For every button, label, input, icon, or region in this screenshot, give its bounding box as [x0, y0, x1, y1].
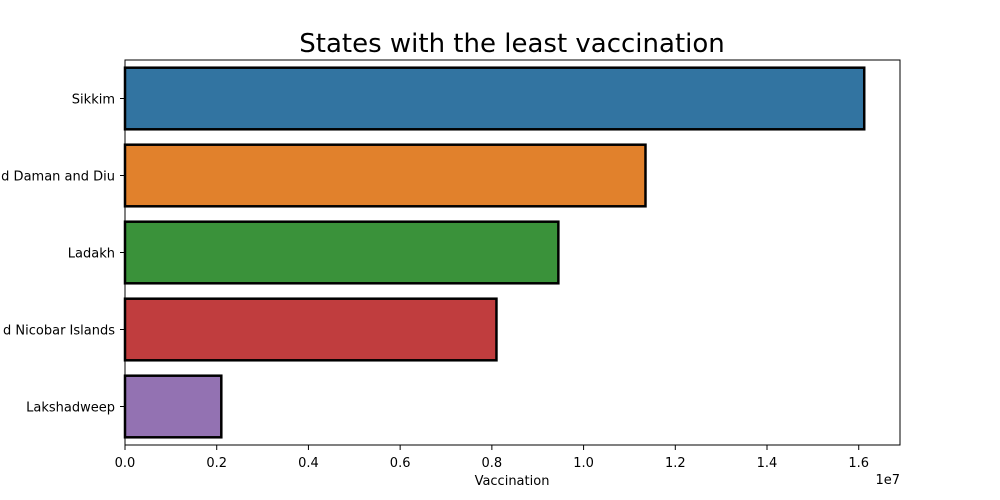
x-tick-label-7: 1.4	[757, 456, 778, 471]
bar-2	[123, 220, 560, 285]
x-axis-label: Vaccination	[475, 474, 550, 489]
y-tick-label-1: d Daman and Diu	[1, 170, 115, 185]
y-tick-label-4: Lakshadweep	[26, 401, 115, 416]
y-tick-label-2: Ladakh	[68, 247, 115, 262]
bars-group	[123, 66, 866, 439]
x-tick-label-1: 0.2	[206, 456, 227, 471]
x-tick-label-3: 0.6	[390, 456, 411, 471]
chart-title: States with the least vaccination	[299, 29, 725, 59]
x-tick-label-2: 0.4	[298, 456, 319, 471]
x-tick-label-6: 1.2	[665, 456, 686, 471]
x-axis: 0.0 0.2 0.4 0.6 0.8 1.0 1.2 1.4 1.6	[115, 445, 869, 471]
x-tick-label-4: 0.8	[482, 456, 503, 471]
y-axis: Sikkim d Daman and Diu Ladakh d Nicobar Isl…	[1, 93, 125, 416]
x-axis-scale-label: 1e7	[875, 473, 900, 488]
x-tick-label-0: 0.0	[115, 456, 136, 471]
bar-0	[123, 66, 866, 131]
x-tick-label-8: 1.6	[848, 456, 869, 471]
bar-1	[123, 143, 647, 208]
bar-3	[123, 297, 498, 362]
y-tick-label-3: d Nicobar Islands	[3, 324, 115, 339]
y-tick-label-0: Sikkim	[72, 93, 115, 108]
x-tick-label-5: 1.0	[573, 456, 594, 471]
bar-4	[123, 374, 223, 439]
